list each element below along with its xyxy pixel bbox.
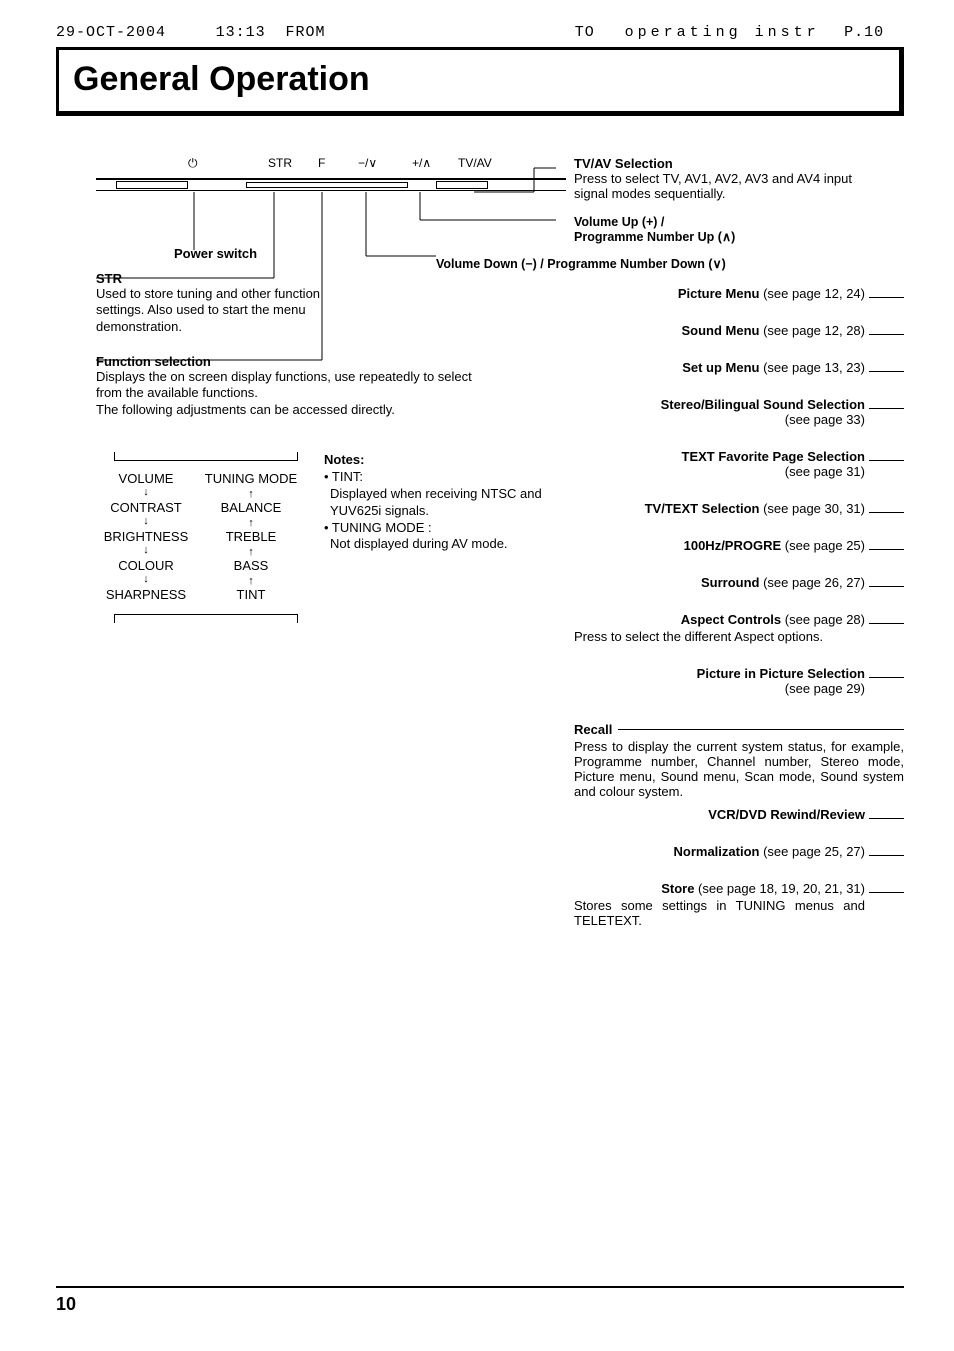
recall-heading-line: Recall xyxy=(574,722,904,737)
recall-label: Recall xyxy=(574,722,612,737)
adjust-item: TUNING MODE xyxy=(196,471,306,486)
panel-label-voldown: −/∨ xyxy=(358,156,377,170)
vol-up-line1: Volume Up (+) / xyxy=(574,215,664,229)
fax-from: FROM xyxy=(285,24,574,41)
menu-entry: Store (see page 18, 19, 20, 21, 31)Store… xyxy=(574,881,904,928)
right-items: Picture Menu (see page 12, 24) Sound Menu… xyxy=(574,286,904,718)
str-heading: STR xyxy=(96,271,122,286)
panel-label-volup: +/∧ xyxy=(412,156,431,170)
notes-line: Not displayed during AV mode. xyxy=(324,536,544,553)
panel-labels: ⏻ STR F −/∨ +/∧ TV/AV xyxy=(96,156,566,178)
fax-page: P.10 xyxy=(844,24,904,41)
page-number: 10 xyxy=(56,1294,904,1315)
menu-entry: 100Hz/PROGRE (see page 25) xyxy=(574,538,904,553)
adjust-item: BASS xyxy=(196,558,306,573)
adjust-col-1: VOLUME CONTRAST BRIGHTNESS COLOUR SHARPN… xyxy=(96,467,196,606)
menu-entry: Picture Menu (see page 12, 24) xyxy=(574,286,904,301)
right-column: TV/AV Selection Press to select TV, AV1,… xyxy=(574,156,904,950)
footer-rule xyxy=(56,1286,904,1288)
fax-to: TO xyxy=(575,24,625,41)
notes-line: • TINT: xyxy=(324,469,544,486)
adjust-col-2: TUNING MODE BALANCE TREBLE BASS TINT xyxy=(196,467,306,606)
vol-up-line2: Programme Number Up (∧) xyxy=(574,230,735,244)
adjust-item: BALANCE xyxy=(196,500,306,515)
adjust-item: CONTRAST xyxy=(96,500,196,515)
tvav-body: Press to select TV, AV1, AV2, AV3 and AV… xyxy=(574,171,874,201)
menu-entry: Aspect Controls (see page 28)Press to se… xyxy=(574,612,904,644)
notes-block: Notes: • TINT: Displayed when receiving … xyxy=(324,452,544,553)
right-items-2: VCR/DVD Rewind/Review Normalization (see … xyxy=(574,807,904,950)
notes-line: • TUNING MODE : xyxy=(324,520,544,537)
fax-header: 29-OCT-2004 13:13 FROM TO operating inst… xyxy=(56,24,904,41)
notes-line: Displayed when receiving NTSC and YUV625… xyxy=(324,486,544,520)
menu-entry: Stereo/Bilingual Sound Selection(see pag… xyxy=(574,397,904,427)
vol-up-label: Volume Up (+) / Programme Number Up (∧) xyxy=(574,215,904,244)
recall-body: Press to display the current system stat… xyxy=(574,739,904,799)
power-icon: ⏻ xyxy=(188,156,198,171)
recall-rule xyxy=(618,729,904,730)
fax-date: 29-OCT-2004 xyxy=(56,24,216,41)
recall-text: Press to display the current system stat… xyxy=(574,739,904,799)
fax-time: 13:13 xyxy=(216,24,286,41)
page-title: General Operation xyxy=(73,60,885,99)
function-line2: The following adjustments can be accesse… xyxy=(96,402,395,417)
adjust-item: TINT xyxy=(196,587,306,602)
menu-entry: Surround (see page 26, 27) xyxy=(574,575,904,590)
str-description: Used to store tuning and other function … xyxy=(96,286,346,335)
panel-label-str: STR xyxy=(268,156,292,170)
function-description: Displays the on screen display functions… xyxy=(96,369,476,418)
power-switch-label: Power switch xyxy=(174,246,257,261)
function-heading: Function selection xyxy=(96,354,211,369)
menu-entry: Normalization (see page 25, 27) xyxy=(574,844,904,859)
tvav-title: TV/AV Selection xyxy=(574,156,904,171)
content-area: ⏻ STR F −/∨ +/∧ TV/AV xyxy=(56,156,904,1016)
adjust-item: COLOUR xyxy=(96,558,196,573)
panel-label-tvav: TV/AV xyxy=(458,156,492,170)
adjust-item: BRIGHTNESS xyxy=(96,529,196,544)
menu-entry: Sound Menu (see page 12, 28) xyxy=(574,323,904,338)
menu-entry: Picture in Picture Selection(see page 29… xyxy=(574,666,904,696)
tvav-block: TV/AV Selection Press to select TV, AV1,… xyxy=(574,156,904,201)
menu-entry: Set up Menu (see page 13, 23) xyxy=(574,360,904,375)
menu-entry: TV/TEXT Selection (see page 30, 31) xyxy=(574,501,904,516)
adjust-item: SHARPNESS xyxy=(96,587,196,602)
adjust-item: TREBLE xyxy=(196,529,306,544)
panel-diagram: ⏻ STR F −/∨ +/∧ TV/AV xyxy=(96,156,566,199)
menu-entry: VCR/DVD Rewind/Review xyxy=(574,807,904,822)
adjustments-tree: VOLUME CONTRAST BRIGHTNESS COLOUR SHARPN… xyxy=(96,452,316,623)
function-line1: Displays the on screen display functions… xyxy=(96,369,472,400)
title-box: General Operation xyxy=(56,47,904,116)
menu-entry: TEXT Favorite Page Selection(see page 31… xyxy=(574,449,904,479)
panel-label-f: F xyxy=(318,156,325,170)
notes-heading: Notes: xyxy=(324,452,544,469)
page: 29-OCT-2004 13:13 FROM TO operating inst… xyxy=(0,0,954,1351)
fax-title: operating instr xyxy=(625,24,844,41)
adjust-item: VOLUME xyxy=(96,471,196,486)
